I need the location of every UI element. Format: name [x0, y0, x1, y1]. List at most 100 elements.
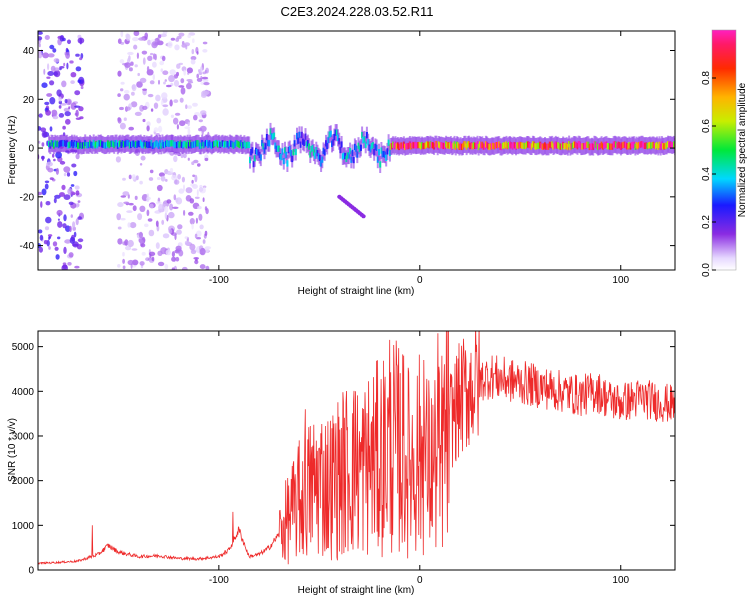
spectrogram-speckle	[46, 76, 51, 79]
spectrogram-speckle	[178, 188, 185, 194]
carrier-core	[138, 141, 141, 148]
spectrogram-speckle	[69, 225, 72, 233]
carrier-core	[268, 140, 271, 147]
carrier-core	[248, 141, 251, 149]
carrier-core	[297, 137, 300, 144]
carrier-core	[265, 134, 268, 141]
spectrogram-speckle	[197, 206, 202, 210]
carrier-core	[466, 141, 469, 148]
spectrogram-speckle	[196, 189, 199, 197]
spectrogram-speckle	[200, 110, 207, 116]
carrier-core	[533, 141, 536, 148]
spectrogram-speckle	[187, 34, 191, 39]
spectrogram-speckle	[151, 41, 158, 49]
carrier-core	[483, 143, 486, 150]
spectrogram-speckle	[158, 125, 163, 133]
carrier-core	[378, 149, 380, 156]
carrier-core	[462, 143, 464, 150]
spectrogram-speckle	[77, 216, 82, 220]
spectrogram-speckle	[137, 213, 143, 221]
carrier-core	[635, 142, 638, 149]
carrier-core	[190, 142, 193, 149]
carrier-core	[616, 142, 619, 149]
carrier-core	[251, 147, 254, 154]
spectrogram-speckle	[68, 252, 74, 258]
carrier-core	[264, 143, 267, 150]
carrier-core	[258, 151, 261, 159]
snr-plot-area	[38, 331, 675, 570]
carrier-core	[92, 139, 95, 147]
spectrogram-speckle	[74, 90, 81, 96]
spectrogram-speckle	[187, 157, 190, 161]
carrier-core	[218, 140, 220, 147]
carrier-core	[651, 142, 654, 149]
spectrogram-speckle	[75, 117, 82, 120]
spectrogram-speckle	[73, 170, 78, 177]
carrier-core	[498, 141, 501, 148]
carrier-core	[187, 142, 190, 149]
carrier-core	[231, 141, 234, 148]
carrier-core	[200, 142, 202, 149]
carrier-core	[641, 141, 644, 148]
carrier-core	[93, 142, 96, 149]
spectrogram-speckle	[191, 161, 195, 165]
spectrogram-speckle	[134, 111, 142, 116]
carrier-core	[228, 140, 231, 147]
carrier-core	[583, 142, 586, 150]
carrier-core	[387, 139, 390, 146]
spectrogram-speckle	[38, 140, 41, 144]
spectrogram-speckle	[41, 82, 48, 88]
spectrogram-speckle	[182, 153, 187, 159]
spectrogram-speckle	[173, 74, 179, 79]
carrier-core	[98, 140, 101, 147]
colorbar-tick-label: 0.2	[701, 215, 712, 229]
spectrogram-speckle	[65, 225, 71, 232]
carrier-core	[202, 142, 205, 149]
spectrogram-speckle	[52, 115, 59, 120]
spectrogram-speckle	[177, 174, 182, 180]
spectrogram-speckle	[77, 203, 80, 207]
spectrogram-speckle	[52, 153, 55, 158]
carrier-core	[346, 152, 349, 159]
spectrogram-speckle	[139, 261, 145, 266]
carrier-core	[622, 141, 625, 149]
carrier-core	[132, 140, 135, 147]
carrier-core	[638, 141, 640, 149]
carrier-core	[558, 143, 561, 150]
carrier-core	[286, 160, 289, 167]
carrier-core	[392, 141, 395, 148]
spectrogram-speckle	[165, 249, 171, 256]
carrier-core	[311, 144, 314, 152]
carrier-core	[653, 142, 656, 149]
spectrogram-speckle	[171, 251, 175, 258]
spectrogram-speckle	[175, 256, 180, 262]
carrier-core	[352, 156, 355, 164]
carrier-core	[547, 143, 550, 150]
spectrogram-x-ticks: -100 0 100	[209, 31, 630, 286]
carrier-core	[300, 131, 303, 139]
spectrogram-speckle	[55, 151, 62, 159]
spectrogram-speckle	[152, 61, 157, 68]
carrier-core	[522, 142, 525, 149]
spectrogram-speckle	[165, 178, 168, 182]
y-tick-label: 20	[23, 95, 35, 106]
carrier-core	[394, 141, 397, 148]
snr-panel: -100 0 100 0 1000 2000 3000 4000 5000 Height of…	[7, 330, 676, 596]
spectrogram-speckle	[117, 264, 121, 268]
snr-marks	[38, 331, 675, 565]
colorbar: 0.0 0.2 0.4 0.6 0.8 Normalized spectral ampl…	[701, 29, 748, 277]
carrier-core	[433, 143, 436, 150]
carrier-core	[581, 143, 584, 150]
spectrogram-speckle	[186, 82, 192, 90]
carrier-core	[663, 143, 666, 150]
carrier-core	[443, 143, 446, 150]
carrier-core	[564, 143, 567, 150]
spectrogram-speckle	[124, 62, 131, 68]
spectrogram-speckle	[149, 80, 155, 85]
carrier-core	[111, 140, 114, 147]
spectrogram-speckle	[166, 199, 172, 204]
carrier-core	[529, 143, 532, 150]
carrier-core	[90, 141, 93, 148]
carrier-core	[173, 141, 176, 149]
carrier-core	[171, 140, 173, 147]
